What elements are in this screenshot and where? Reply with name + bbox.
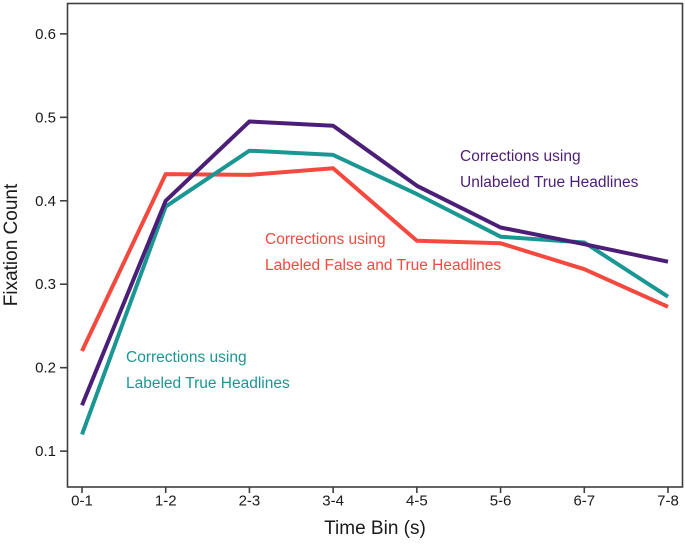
series-annotation-corrections-using-labeled-false-and-true-headlines-line1: Corrections using — [265, 231, 386, 248]
x-tick-label: 7-8 — [657, 493, 679, 510]
series-line-corrections-using-unlabeled-true-headlines — [80, 119, 669, 406]
series-annotation-corrections-using-unlabeled-true-headlines-line1: Corrections using — [460, 148, 581, 165]
y-tick-label: 0.5 — [35, 109, 56, 126]
x-tick-label: 0-1 — [71, 493, 93, 510]
y-tick-label: 0.6 — [35, 26, 56, 43]
x-tick-label: 6-7 — [573, 493, 595, 510]
y-tick-label: 0.3 — [35, 276, 56, 293]
x-tick-label: 4-5 — [406, 493, 428, 510]
series-annotation-corrections-using-labeled-true-headlines-line1: Corrections using — [126, 349, 247, 366]
y-tick-label: 0.4 — [35, 193, 56, 210]
x-tick-label: 1-2 — [155, 493, 177, 510]
series-annotations-layer: Corrections using Labeled False and True … — [126, 148, 639, 392]
series-annotation-corrections-using-labeled-true-headlines-line2: Labeled True Headlines — [126, 375, 290, 392]
plot-border — [66, 2, 684, 488]
series-line-corrections-using-labeled-false-and-true-headlines — [80, 166, 669, 352]
y-tick-label: 0.2 — [35, 360, 56, 377]
axis-ticks-layer: 0.1 0.2 0.3 0.4 0.5 0.6 0-1 1-2 2-3 3-4 4-5 5-6 6-7 7… — [35, 26, 679, 510]
y-axis-title: Fixation Count — [1, 183, 22, 306]
y-tick-label: 0.1 — [35, 443, 56, 460]
series-lines-layer — [80, 119, 670, 436]
series-annotation-corrections-using-unlabeled-true-headlines-line2: Unlabeled True Headlines — [460, 174, 639, 191]
x-tick-label: 2-3 — [239, 493, 261, 510]
x-axis-title: Time Bin (s) — [324, 518, 426, 539]
series-annotation-corrections-using-labeled-false-and-true-headlines-line2: Labeled False and True Headlines — [265, 257, 501, 274]
x-tick-label: 3-4 — [322, 493, 344, 510]
x-tick-label: 5-6 — [490, 493, 512, 510]
